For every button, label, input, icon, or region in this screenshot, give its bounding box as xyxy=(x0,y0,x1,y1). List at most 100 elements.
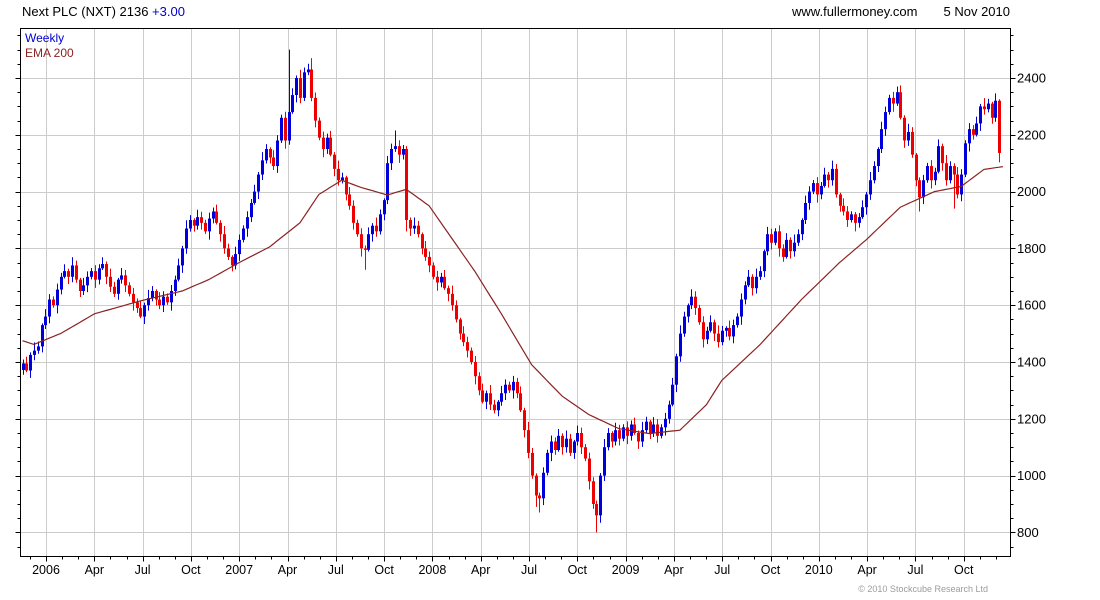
down-week-candle xyxy=(215,211,218,223)
down-week-candle xyxy=(554,441,557,451)
down-week-candle xyxy=(911,131,914,155)
up-week-candle xyxy=(367,234,370,250)
down-week-candle xyxy=(421,234,424,249)
down-week-candle xyxy=(470,350,473,362)
up-week-candle xyxy=(33,350,36,355)
down-week-candle xyxy=(789,239,792,252)
down-week-candle xyxy=(903,117,906,141)
up-week-candle xyxy=(740,299,743,317)
up-week-candle xyxy=(238,239,241,255)
up-week-candle xyxy=(276,140,279,167)
up-week-candle xyxy=(877,149,880,167)
down-week-candle xyxy=(124,275,127,286)
up-week-candle xyxy=(500,393,503,402)
up-week-candle xyxy=(394,146,397,149)
down-week-candle xyxy=(193,220,196,226)
down-week-candle xyxy=(835,168,838,195)
x-axis-label: Apr xyxy=(857,563,876,577)
up-week-candle xyxy=(873,166,876,181)
down-week-candle xyxy=(459,319,462,334)
down-week-candle xyxy=(219,222,222,235)
up-week-candle xyxy=(60,276,63,290)
up-week-candle xyxy=(485,393,488,402)
x-axis-label: 2007 xyxy=(225,563,253,577)
up-week-candle xyxy=(371,225,374,235)
up-week-candle xyxy=(86,276,89,286)
down-week-candle xyxy=(299,78,302,98)
up-week-candle xyxy=(413,225,416,229)
up-week-candle xyxy=(652,424,655,433)
up-week-candle xyxy=(303,72,306,98)
x-axis-label: Jul xyxy=(328,563,344,577)
down-week-candle xyxy=(94,271,97,280)
up-week-candle xyxy=(291,95,294,113)
down-week-candle xyxy=(424,248,427,257)
up-week-candle xyxy=(177,265,180,280)
up-week-candle xyxy=(71,265,74,277)
up-week-candle xyxy=(823,174,826,186)
up-week-candle xyxy=(679,333,682,357)
down-week-candle xyxy=(531,452,534,476)
up-week-candle xyxy=(812,183,815,192)
down-week-candle xyxy=(751,276,754,289)
up-week-candle xyxy=(797,234,800,243)
down-week-candle xyxy=(75,265,78,280)
up-week-candle xyxy=(888,97,891,113)
up-week-candle xyxy=(759,271,762,277)
down-week-candle xyxy=(626,427,629,436)
down-week-candle xyxy=(284,117,287,141)
up-week-candle xyxy=(603,447,606,476)
down-week-candle xyxy=(998,100,1001,153)
up-week-candle xyxy=(987,103,990,110)
up-week-candle xyxy=(937,146,940,172)
down-week-candle xyxy=(333,154,336,169)
x-axis-label: Oct xyxy=(181,563,201,577)
up-week-candle xyxy=(170,291,173,303)
up-week-candle xyxy=(896,92,899,104)
up-week-candle xyxy=(280,117,283,141)
down-week-candle xyxy=(337,168,340,181)
x-axis-label: 2010 xyxy=(805,563,833,577)
down-week-candle xyxy=(953,166,956,175)
down-week-candle xyxy=(436,276,439,283)
plot-border xyxy=(20,28,1011,557)
down-week-candle xyxy=(345,177,348,195)
up-week-candle xyxy=(181,248,184,266)
y-axis-label: 1000 xyxy=(1017,468,1046,483)
up-week-candle xyxy=(383,200,386,215)
down-week-candle xyxy=(516,381,519,394)
down-week-candle xyxy=(136,302,139,309)
down-week-candle xyxy=(899,92,902,118)
up-week-candle xyxy=(29,354,32,371)
up-week-candle xyxy=(151,291,154,299)
up-week-candle xyxy=(512,381,515,391)
down-week-candle xyxy=(474,362,477,377)
up-week-candle xyxy=(755,276,758,289)
down-week-candle xyxy=(231,256,234,266)
up-week-candle xyxy=(926,166,929,181)
copyright-notice: © 2010 Stockcube Research Ltd xyxy=(858,584,988,594)
down-week-candle xyxy=(656,424,659,436)
down-week-candle xyxy=(318,120,321,138)
up-week-candle xyxy=(497,401,500,411)
x-axis-label: Oct xyxy=(761,563,781,577)
down-week-candle xyxy=(633,424,636,433)
up-week-candle xyxy=(565,438,568,448)
up-week-candle xyxy=(949,166,952,181)
up-week-candle xyxy=(960,174,963,195)
up-week-candle xyxy=(736,316,739,326)
down-week-candle xyxy=(717,333,720,343)
x-axis-label: 2006 xyxy=(32,563,60,577)
up-week-candle xyxy=(614,430,617,442)
down-week-candle xyxy=(595,504,598,516)
up-week-candle xyxy=(808,191,811,203)
up-week-candle xyxy=(861,207,864,218)
x-axis-label: Jul xyxy=(907,563,923,577)
up-week-candle xyxy=(101,264,104,269)
x-axis-label: 2008 xyxy=(418,563,446,577)
up-week-candle xyxy=(550,441,553,453)
down-week-candle xyxy=(428,256,431,266)
down-week-candle xyxy=(846,211,849,220)
up-week-candle xyxy=(576,433,579,442)
up-week-candle xyxy=(37,346,40,351)
